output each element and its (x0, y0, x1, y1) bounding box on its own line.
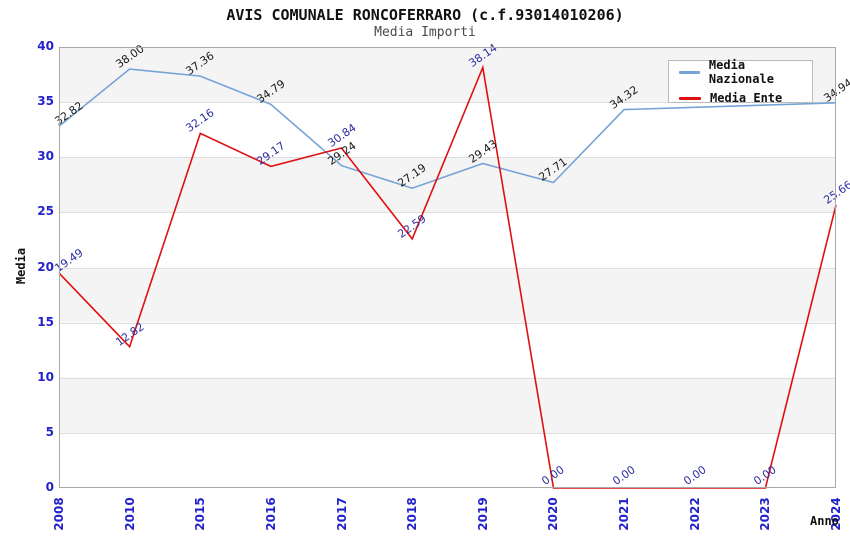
x-tick-label: 2016 (263, 497, 278, 531)
y-tick-label: 40 (37, 39, 54, 53)
legend: Media Nazionale Media Ente (668, 58, 813, 105)
y-tick-label: 30 (37, 149, 54, 164)
legend-swatch-media-nazionale (679, 70, 700, 74)
gridline (59, 157, 836, 159)
gridline (59, 212, 836, 214)
x-tick-label: 2010 (122, 497, 137, 531)
chart-title: AVIS COMUNALE RONCOFERRARO (c.f.93014010… (226, 6, 624, 24)
y-tick-label: 0 (45, 480, 54, 494)
y-tick-label: 15 (37, 314, 54, 329)
y-axis-title: Media (14, 247, 28, 285)
gridline (59, 432, 836, 434)
gridline (59, 377, 836, 379)
legend-item: Media Nazionale (679, 58, 812, 86)
x-tick-label: 2018 (405, 497, 420, 531)
gridline (59, 102, 836, 104)
series-line-media-ente (58, 64, 837, 489)
series-line-media-nazionale (58, 68, 837, 190)
chart-subtitle: Media Importi (374, 25, 476, 40)
x-tick-label: 2019 (475, 497, 490, 531)
y-tick-label: 35 (37, 94, 54, 109)
x-tick-label: 2023 (758, 497, 773, 531)
x-tick-label: 2017 (334, 497, 349, 531)
y-tick-label: 5 (45, 424, 54, 439)
x-tick-label: 2020 (546, 497, 561, 531)
x-axis-title: Anno (810, 514, 839, 528)
gridline (59, 322, 836, 324)
y-tick-label: 10 (37, 369, 54, 384)
legend-label: Media Nazionale (708, 58, 774, 86)
legend-label: Media Ente (710, 91, 783, 105)
plot-area (59, 47, 836, 488)
y-tick-label: 20 (37, 259, 54, 274)
gridline (59, 267, 836, 269)
legend-item: Media Ente (679, 91, 812, 105)
x-tick-label: 2022 (687, 497, 702, 531)
x-tick-label: 2015 (193, 497, 208, 531)
x-tick-label: 2021 (617, 497, 632, 531)
y-tick-label: 25 (37, 204, 54, 219)
legend-swatch-media-ente (679, 96, 701, 100)
x-tick-label: 2008 (52, 497, 66, 531)
